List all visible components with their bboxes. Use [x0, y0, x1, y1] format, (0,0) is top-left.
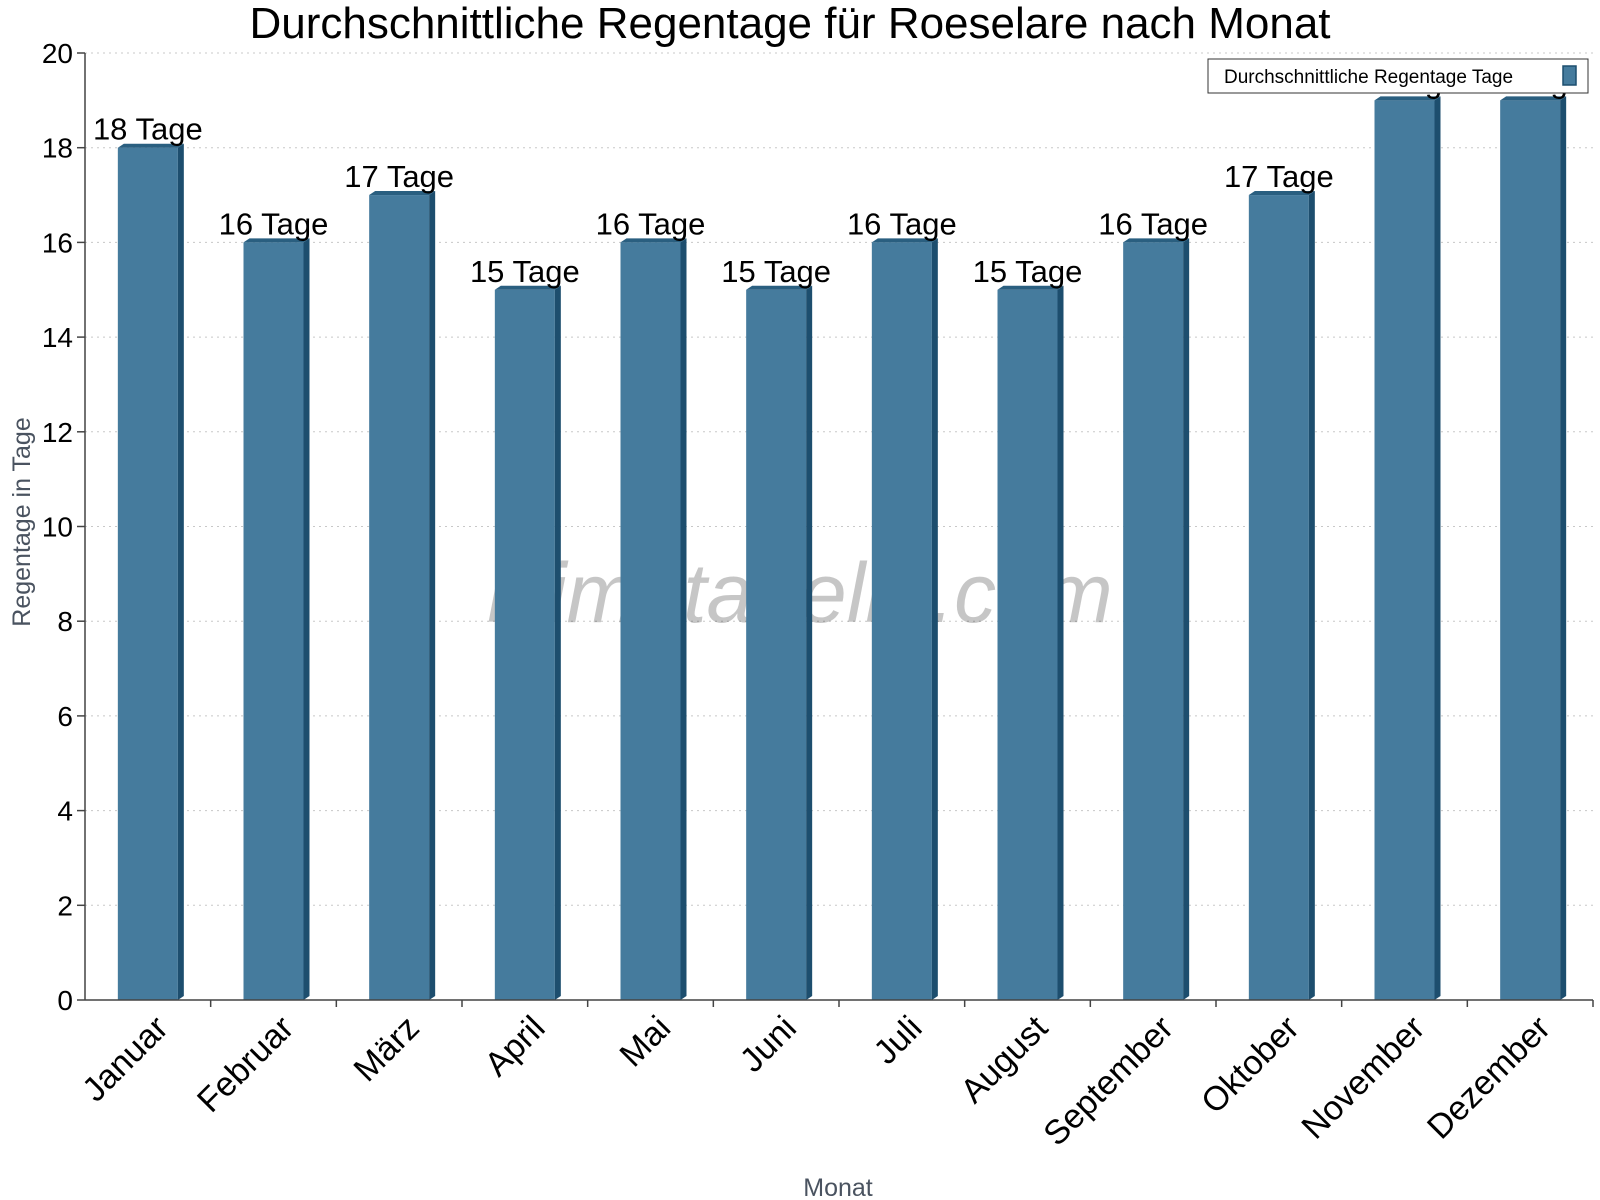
bar-side: [680, 238, 687, 1000]
bar-face: [494, 289, 555, 1000]
x-tick-label: Juli: [867, 1009, 930, 1072]
bar-side: [1308, 191, 1315, 1001]
x-tick-label: Mai: [613, 1009, 679, 1075]
x-tick-label: August: [953, 1008, 1055, 1110]
bar-top: [369, 191, 436, 196]
bar-face: [871, 242, 932, 1000]
data-label: 15 Tage: [973, 254, 1083, 289]
axes: [77, 52, 1594, 1007]
bar-11: [1374, 96, 1441, 1001]
x-tick-label: Februar: [190, 1009, 301, 1120]
data-label: 17 Tage: [1224, 159, 1334, 194]
y-tick-label: 6: [57, 701, 73, 732]
legend: Durchschnittliche Regentage Tage: [1207, 58, 1589, 94]
bar-side: [1057, 285, 1064, 1000]
y-tick-label: 4: [57, 796, 73, 827]
bar-top: [997, 285, 1064, 290]
data-label: 15 Tage: [721, 254, 831, 289]
data-label: 17 Tage: [344, 159, 454, 194]
data-labels: 18 Tage 16 Tage 17 Tage 15 Tage 16 Tage 15 Ta…: [93, 64, 1585, 288]
x-tick-label: Januar: [75, 1009, 175, 1109]
y-tick-label: 10: [42, 512, 73, 543]
y-axis-label: Regentage in Tage: [8, 417, 36, 626]
bar-face: [1374, 100, 1435, 1001]
bar-top: [1123, 238, 1190, 243]
x-tick-label: November: [1294, 1009, 1432, 1147]
bar-face: [243, 242, 304, 1000]
x-tick-label: September: [1036, 1009, 1180, 1153]
y-tick-label: 8: [57, 606, 73, 637]
data-label: 16 Tage: [596, 206, 706, 241]
bar-face: [1248, 195, 1309, 1001]
bar-side: [303, 238, 310, 1000]
bars: [117, 96, 1567, 1001]
y-tick-label: 16: [42, 227, 73, 258]
legend-box: [1207, 58, 1589, 94]
bar-10: [1248, 191, 1315, 1001]
bar-face: [620, 242, 681, 1000]
y-tick-label: 12: [42, 417, 73, 448]
legend-swatch: [1562, 65, 1577, 86]
x-tick-label: April: [478, 1009, 553, 1084]
y-tick-label: 14: [42, 322, 73, 353]
bar-side: [806, 285, 813, 1000]
data-label: 18 Tage: [93, 112, 203, 147]
bar-9: [1123, 238, 1190, 1000]
bar-face: [369, 195, 430, 1001]
bar-side: [1434, 96, 1441, 1001]
data-label: 16 Tage: [1098, 206, 1208, 241]
bar-7: [871, 238, 938, 1000]
bar-3: [369, 191, 436, 1001]
bar-side: [429, 191, 436, 1001]
x-tick-label: Dezember: [1420, 1009, 1558, 1147]
bar-top: [1374, 96, 1441, 101]
bar-face: [746, 289, 807, 1000]
y-tick-label: 2: [57, 890, 73, 921]
y-tick-labels: 0 2 4 6 8 10 12 14 16 18 20: [42, 38, 73, 1016]
bar-side: [177, 143, 184, 1000]
bar-8: [997, 285, 1064, 1000]
x-axis-label: Monat: [803, 1174, 873, 1200]
bar-top: [620, 238, 687, 243]
bar-top: [243, 238, 310, 243]
grid-lines: [85, 52, 1593, 906]
bar-top: [871, 238, 938, 243]
bar-top: [494, 285, 561, 290]
bar-top: [1248, 191, 1315, 196]
y-tick-label: 0: [57, 985, 73, 1016]
bar-top: [117, 143, 184, 148]
bar-4: [494, 285, 561, 1000]
bar-6: [746, 285, 813, 1000]
bar-face: [117, 147, 178, 1000]
chart-title: Durchschnittliche Regentage für Roeselar…: [249, 0, 1330, 48]
x-tick-label: Oktober: [1194, 1009, 1306, 1121]
bar-12: [1500, 96, 1567, 1001]
bar-face: [1123, 242, 1184, 1000]
y-tick-label: 20: [42, 38, 73, 69]
bar-side: [554, 285, 561, 1000]
bar-top: [746, 285, 813, 290]
bar-side: [1183, 238, 1190, 1000]
legend-label: Durchschnittliche Regentage Tage: [1224, 67, 1513, 88]
data-label: 15 Tage: [470, 254, 580, 289]
data-label: 16 Tage: [847, 206, 957, 241]
bar-face: [997, 289, 1058, 1000]
x-tick-label: Juni: [733, 1009, 804, 1080]
x-tick-labels: Januar Februar März April Mai Juni Juli AugustS…: [75, 1008, 1558, 1153]
bar-side: [931, 238, 938, 1000]
data-label: 16 Tage: [219, 206, 329, 241]
x-tick-label: März: [347, 1009, 427, 1089]
y-tick-label: 18: [42, 133, 73, 164]
bar-side: [1560, 96, 1567, 1001]
bar-2: [243, 238, 310, 1000]
bar-1: [117, 143, 184, 1000]
bar-face: [1500, 100, 1561, 1001]
bar-5: [620, 238, 687, 1000]
bar-top: [1500, 96, 1567, 101]
